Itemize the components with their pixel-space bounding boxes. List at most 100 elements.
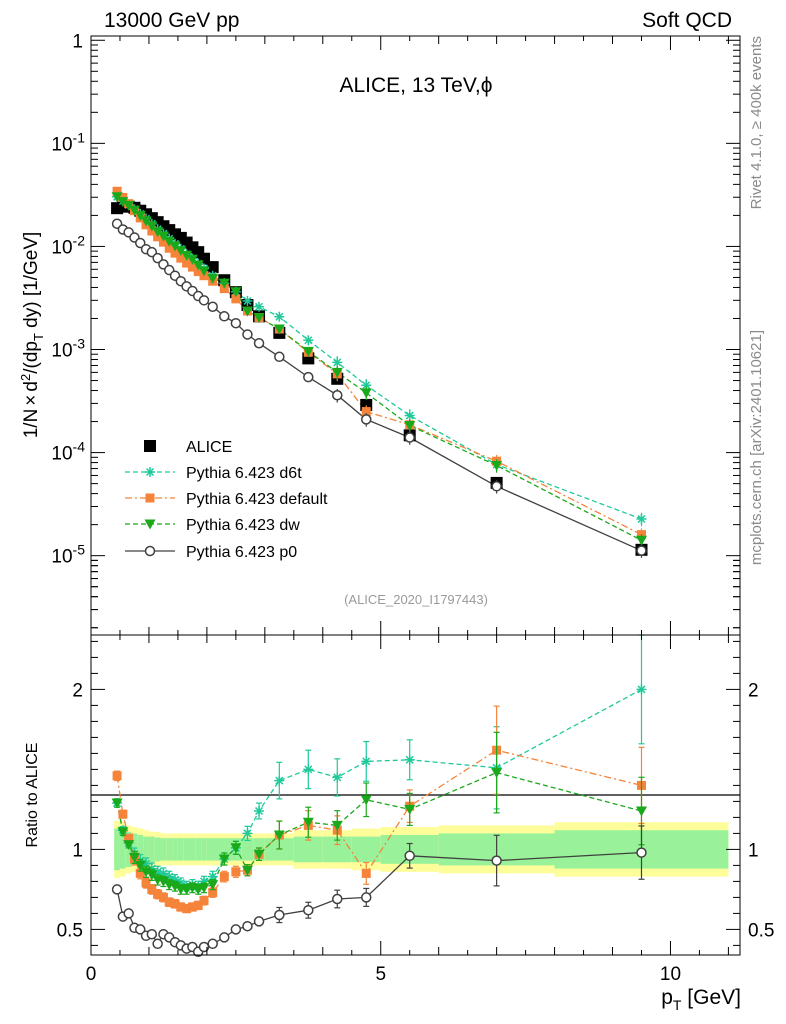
ratio-point bbox=[253, 849, 265, 860]
data-point bbox=[360, 388, 372, 399]
ratio-point bbox=[111, 884, 123, 895]
legend-label: Pythia 6.423 default bbox=[186, 491, 328, 508]
data-point bbox=[303, 335, 314, 346]
ratio-point bbox=[254, 806, 265, 816]
data-point bbox=[302, 346, 314, 357]
legend-marker bbox=[144, 440, 156, 452]
data-point bbox=[176, 253, 186, 263]
x-tick-label: 0 bbox=[86, 964, 97, 985]
ratio-point bbox=[404, 850, 415, 862]
data-point bbox=[230, 287, 242, 298]
top-ylabel: 1/N×d2/(dpT dy) [1/GeV] bbox=[18, 232, 46, 439]
data-point bbox=[332, 357, 343, 368]
legend-item: ALICE bbox=[144, 439, 232, 456]
band-inner-segment bbox=[241, 838, 254, 861]
ratio-point bbox=[199, 896, 209, 906]
ratio-panel: 0.5 0.5 1 1 2 2 0 5 10 bbox=[57, 634, 774, 985]
ratio-point bbox=[242, 920, 253, 932]
ratio-point bbox=[146, 928, 158, 940]
ratio-point bbox=[219, 932, 230, 943]
ratio-point bbox=[361, 868, 371, 878]
data-point bbox=[230, 317, 242, 329]
ratio-point bbox=[230, 924, 242, 935]
ratio-point bbox=[219, 872, 229, 882]
band-inner-segment bbox=[172, 838, 178, 861]
ratio-point bbox=[331, 820, 343, 831]
band-inner-segment bbox=[160, 838, 167, 861]
data-point bbox=[146, 221, 158, 232]
ratio-point bbox=[146, 870, 158, 881]
legend-marker bbox=[145, 493, 155, 503]
data-point bbox=[361, 407, 371, 417]
legend-item: Pythia 6.423 dw bbox=[125, 517, 300, 534]
data-point bbox=[187, 262, 197, 272]
legend-item: Pythia 6.423 d6t bbox=[125, 465, 302, 482]
ratio-point bbox=[198, 941, 210, 953]
data-point bbox=[158, 237, 168, 247]
ratio-series-layer bbox=[116, 688, 642, 953]
ratio-point bbox=[123, 840, 135, 851]
ratio-point bbox=[135, 924, 146, 935]
ratio-point bbox=[635, 806, 647, 817]
ratio-point bbox=[140, 867, 152, 878]
ratio-point bbox=[241, 865, 253, 876]
top-ticks: 1 10-1 10-2 10-3 10-4 10-5 bbox=[51, 31, 740, 635]
ratio-point bbox=[360, 795, 372, 806]
band-inner-segment bbox=[293, 836, 323, 863]
ratio-point bbox=[169, 881, 181, 892]
ratio-point bbox=[170, 899, 180, 909]
ratio-point bbox=[118, 809, 128, 819]
data-point bbox=[140, 216, 152, 227]
data-point bbox=[170, 248, 180, 258]
ratio-point bbox=[404, 754, 415, 765]
band-inner-segment bbox=[119, 830, 126, 869]
ratio-point bbox=[198, 883, 210, 894]
data-point bbox=[274, 351, 285, 363]
data-point bbox=[117, 197, 129, 208]
data-point bbox=[242, 329, 253, 340]
ratio-point bbox=[152, 938, 163, 950]
ratio-point bbox=[207, 880, 219, 891]
ratio-point bbox=[274, 909, 285, 921]
data-point bbox=[169, 241, 181, 252]
ratio-point bbox=[147, 884, 157, 894]
data-point bbox=[491, 481, 502, 492]
y-tick-label: 10-3 bbox=[51, 336, 85, 362]
legend-label: Pythia 6.423 d6t bbox=[186, 465, 302, 482]
ratio-point bbox=[157, 876, 169, 887]
x-axis-label-unit: [GeV] bbox=[681, 986, 741, 1009]
band-inner-segment bbox=[183, 838, 190, 861]
ratio-point bbox=[111, 798, 123, 809]
ratio-y-tick-label: 1 bbox=[72, 840, 83, 861]
ratio-point bbox=[134, 860, 146, 871]
ratio-point bbox=[273, 830, 285, 841]
ratio-point bbox=[274, 775, 285, 786]
ratio-ticks: 0.5 0.5 1 1 2 2 0 5 10 bbox=[57, 635, 774, 985]
ratio-point bbox=[303, 764, 314, 775]
band-inner-segment bbox=[137, 835, 144, 864]
data-point bbox=[198, 266, 210, 277]
ratio-point bbox=[207, 938, 218, 950]
data-point bbox=[219, 311, 230, 322]
data-point bbox=[152, 227, 164, 238]
legend-marker bbox=[145, 467, 155, 477]
data-point bbox=[491, 460, 503, 471]
rivet-label: Rivet 4.1.0, ≥ 400k events bbox=[748, 36, 765, 209]
ratio-point bbox=[242, 828, 253, 839]
ratio-point bbox=[491, 768, 503, 779]
x-axis-label-main: p bbox=[661, 986, 673, 1009]
data-point bbox=[241, 306, 253, 317]
ratio-point bbox=[636, 847, 647, 858]
ratio-point bbox=[187, 902, 197, 912]
data-point bbox=[303, 371, 314, 383]
ratio-point bbox=[135, 868, 145, 878]
y-tick-label: 10-2 bbox=[51, 232, 85, 258]
ratio-point bbox=[124, 833, 134, 843]
ratio-y-tick-label-right: 0.5 bbox=[748, 920, 774, 941]
data-point bbox=[404, 432, 415, 443]
data-point bbox=[175, 246, 187, 257]
data-point bbox=[231, 294, 241, 304]
data-point bbox=[128, 205, 140, 216]
ratio-point bbox=[208, 888, 218, 898]
ratio-point bbox=[158, 892, 168, 902]
